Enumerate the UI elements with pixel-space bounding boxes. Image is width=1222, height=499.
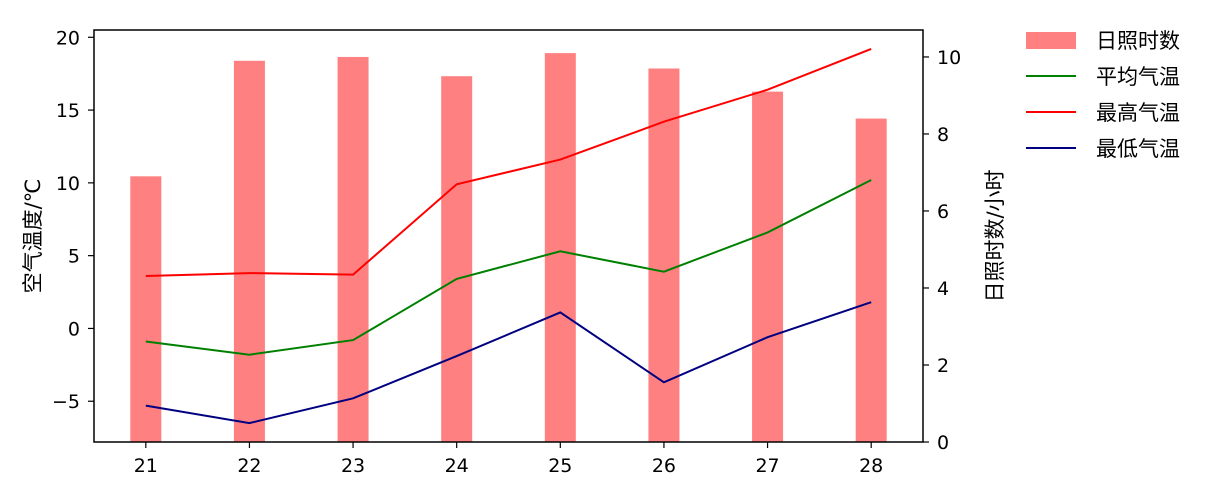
- y-left-tick-label: 10: [56, 173, 80, 195]
- y-axis-left: −5 0 5 10 15 20: [52, 27, 94, 413]
- x-tick-label: 22: [237, 455, 261, 477]
- bar-26: [648, 68, 680, 442]
- x-axis: 21 22 23 24 25 26 27 28: [134, 442, 883, 477]
- y-right-tick-label: 4: [937, 278, 949, 300]
- line-series-1: [145, 179, 872, 356]
- legend-label: 最低气温: [1096, 137, 1180, 161]
- bar-24: [441, 76, 473, 443]
- y-right-tick-label: 2: [937, 355, 949, 377]
- legend-swatch: [1026, 32, 1076, 49]
- y-right-tick-label: 6: [937, 201, 949, 223]
- bar-21: [130, 176, 162, 443]
- x-tick-label: 28: [859, 455, 883, 477]
- legend-label: 日照时数: [1096, 29, 1180, 53]
- bar-28: [855, 118, 887, 443]
- line-series-group: [145, 47, 872, 425]
- bar-27: [752, 91, 784, 442]
- y-right-tick-label: 8: [937, 124, 949, 146]
- y-left-tick-label: 5: [68, 246, 80, 268]
- bar-23: [337, 56, 369, 442]
- x-tick-label: 23: [341, 455, 365, 477]
- x-tick-label: 25: [548, 455, 572, 477]
- x-tick-label: 21: [134, 455, 158, 477]
- y-axis-right-label: 日照时数/小时: [983, 169, 1007, 302]
- y-right-tick-label: 10: [937, 47, 961, 69]
- line-series-3: [145, 301, 872, 425]
- y-left-tick-label: −5: [52, 391, 80, 413]
- plot-frame: [93, 29, 924, 443]
- y-left-tick-label: 15: [56, 100, 80, 122]
- legend-label: 最高气温: [1096, 101, 1180, 125]
- x-tick-label: 26: [652, 455, 676, 477]
- y-left-tick-label: 20: [56, 27, 80, 49]
- line-series-2: [145, 47, 872, 277]
- legend-label: 平均气温: [1096, 65, 1180, 89]
- y-left-tick-label: 0: [68, 318, 80, 340]
- bar-series: [130, 53, 887, 443]
- x-tick-label: 24: [445, 455, 469, 477]
- y-right-tick-label: 0: [937, 432, 949, 454]
- y-axis-left-label: 空气温度/℃: [21, 179, 45, 294]
- bar-25: [544, 53, 576, 442]
- y-axis-right: 0 2 4 6 8 10: [923, 47, 961, 454]
- x-tick-label: 27: [755, 455, 779, 477]
- bar-22: [233, 60, 265, 442]
